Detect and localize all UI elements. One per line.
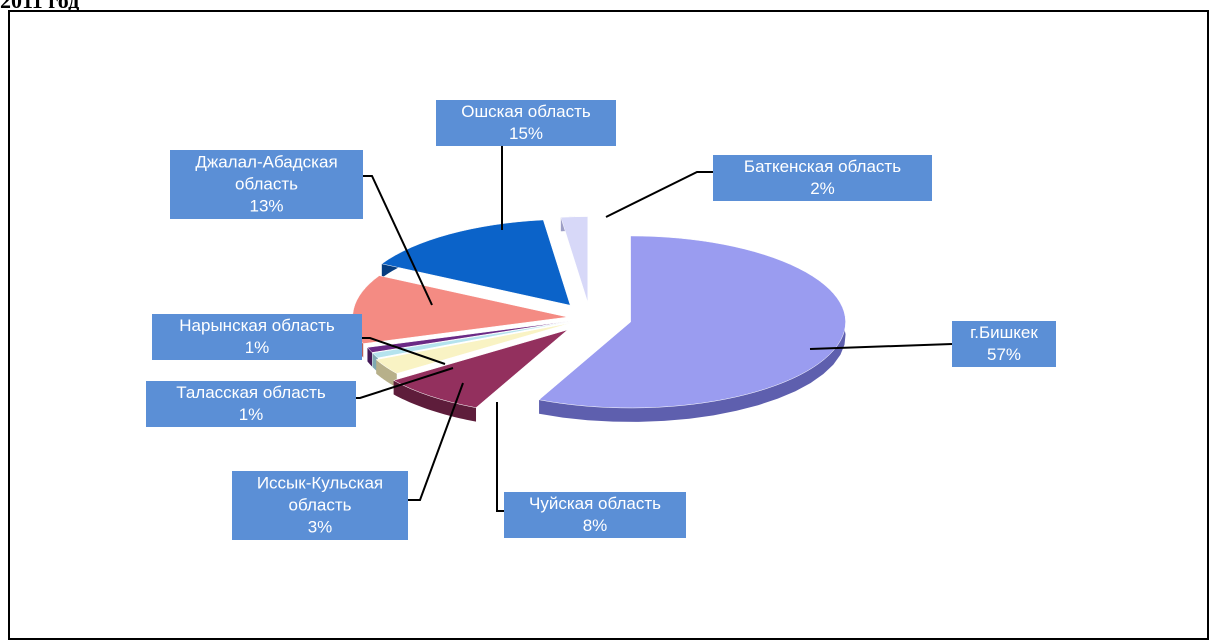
leader-line: [363, 175, 433, 306]
label-box: [146, 381, 356, 427]
slice-name: Нарынская область: [179, 316, 335, 335]
slice-percent: 15%: [509, 124, 543, 143]
slice-percent: 1%: [239, 405, 264, 424]
slice-name: Таласская область: [176, 383, 326, 402]
label-box: [232, 471, 408, 540]
label-box: [436, 100, 616, 146]
pie-slice-7: [381, 219, 571, 306]
leader-line: [809, 343, 953, 350]
leader-line: [496, 402, 504, 512]
pie-slice-8: [560, 216, 589, 303]
data-label-2: Чуйская область 8%: [496, 402, 686, 538]
pie-slice-side-2: [393, 380, 477, 422]
pie-slice-3: [375, 322, 571, 374]
pie-slice-2: [392, 329, 568, 408]
leader-line: [362, 337, 446, 365]
page-heading: 2011 год: [0, 0, 80, 13]
slice-percent: 3%: [308, 518, 333, 537]
pie-slice-5: [366, 320, 572, 353]
slice-name: Чуйская область: [529, 494, 661, 513]
data-label-8: Баткенская область 2%: [605, 155, 932, 218]
label-box: [170, 150, 363, 219]
slice-percent: 2%: [810, 179, 835, 198]
label-box: [713, 155, 932, 201]
slice-name: г.Бишкек: [970, 323, 1038, 342]
data-label-6: Джалал-Абадская область 13%: [170, 150, 433, 306]
slice-percent: 1%: [245, 338, 270, 357]
slice-name: Ошская область: [461, 102, 591, 121]
data-label-3: Иссык-Кульская область 3%: [232, 382, 464, 540]
slice-name: область: [235, 175, 298, 194]
slice-name: Джалал-Абадская: [195, 153, 337, 172]
data-label-4: Таласская область 1%: [146, 367, 454, 427]
label-box: [152, 314, 362, 360]
slice-percent: 8%: [583, 516, 608, 535]
pie-slice-side-3: [376, 359, 397, 388]
data-label-1: г.Бишкек 57%: [809, 321, 1056, 367]
slice-name: Иссык-Кульская: [257, 474, 383, 493]
pie-slice-4: [371, 321, 573, 359]
pie-slice-side-5: [367, 347, 373, 367]
leader-line: [356, 367, 454, 399]
data-label-7: Ошская область 15%: [436, 100, 616, 230]
slice-percent: 13%: [249, 197, 283, 216]
slice-name: область: [289, 496, 352, 515]
label-box: [952, 321, 1056, 367]
leader-line: [605, 171, 713, 218]
pie-slice-1: [538, 235, 846, 409]
slice-percent: 57%: [987, 345, 1021, 364]
label-box: [504, 492, 686, 538]
data-label-5: Нарынская область 1%: [152, 314, 446, 365]
slice-name: Баткенская область: [744, 157, 901, 176]
leader-line: [408, 382, 464, 501]
